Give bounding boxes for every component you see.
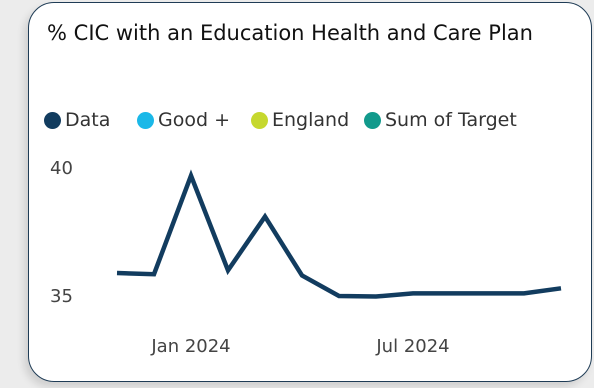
x-axis: Jan 2024 Jul 2024 <box>150 336 449 357</box>
data-point[interactable] <box>298 272 306 280</box>
data-point[interactable] <box>224 266 232 274</box>
data-point[interactable] <box>520 289 528 297</box>
series-line-data[interactable] <box>116 169 562 299</box>
data-point[interactable] <box>409 289 417 297</box>
series-layer <box>113 169 565 301</box>
data-point[interactable] <box>446 289 454 297</box>
x-tick-label: Jul 2024 <box>375 336 449 357</box>
data-point[interactable] <box>557 284 565 292</box>
chart-card <box>28 2 592 382</box>
data-point[interactable] <box>372 293 380 301</box>
y-axis: 40 35 <box>50 158 73 307</box>
data-point[interactable] <box>113 269 121 277</box>
chart-title: % CIC with an Education Health and Care … <box>47 21 533 45</box>
data-point[interactable] <box>150 270 158 278</box>
y-tick-label: 40 <box>50 158 73 179</box>
data-point[interactable] <box>335 292 343 300</box>
data-point[interactable] <box>483 289 491 297</box>
data-point[interactable] <box>187 172 195 180</box>
x-tick-label: Jan 2024 <box>150 336 230 357</box>
y-tick-label: 35 <box>50 286 73 307</box>
data-point[interactable] <box>261 213 269 221</box>
